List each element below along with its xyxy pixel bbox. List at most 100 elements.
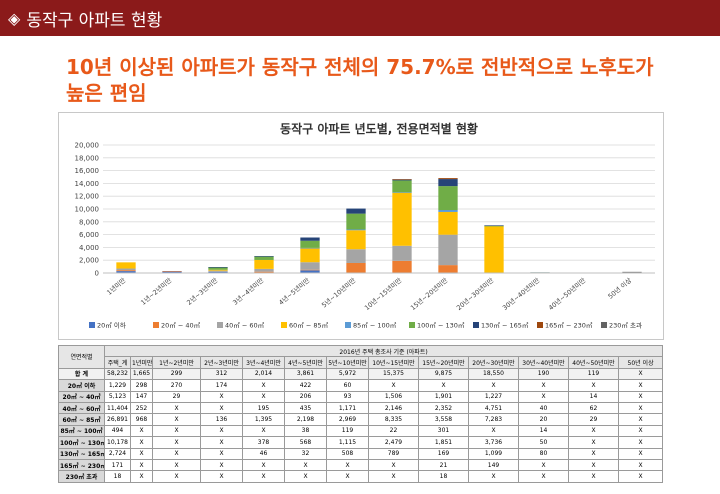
table-cell: X — [200, 401, 243, 415]
legend-swatch — [537, 322, 543, 328]
table-row: 합 계 58,232 1,665 299 312 2,014 3,861 5,972 15,37… — [58, 367, 664, 381]
table-body: 합 계 58,232 1,665 299 312 2,014 3,861 5,972 15,37… — [58, 367, 664, 483]
table-cell: 14 — [518, 424, 569, 438]
table-cell: 1,506 — [368, 390, 419, 403]
table-cell: 29 — [568, 413, 619, 426]
legend-swatch — [217, 322, 223, 328]
table-row: 100㎡ ~ 130㎡ 10,178 X X X 378 568 1,115 2,479 1,85… — [58, 436, 664, 449]
legend-swatch — [409, 322, 415, 328]
column-header: 20년~30년미만 — [468, 356, 519, 369]
table-cell: X — [152, 413, 201, 426]
bar-segment — [392, 245, 412, 261]
table-cell: X — [130, 458, 153, 472]
table-cell: X — [418, 379, 469, 392]
table-cell: 195 — [242, 401, 285, 415]
table-cell: 2,146 — [368, 401, 419, 415]
table-cell: 1,227 — [468, 390, 519, 403]
table-cell: 80 — [518, 447, 569, 460]
x-tick-label: 40년~50년미만 — [546, 276, 587, 312]
x-tick-label: 2년~3년미만 — [185, 276, 220, 307]
table-cell: 1,115 — [326, 436, 369, 449]
table-cell: X — [617, 390, 664, 403]
column-header: 40년~50년미만 — [568, 356, 619, 369]
legend-label: 20㎡ ~ 40㎡ — [161, 321, 201, 330]
table-cell: 119 — [326, 424, 369, 438]
table-cell: 11,404 — [104, 401, 131, 415]
table-cell: X — [617, 401, 664, 415]
table-cell: 2,969 — [326, 413, 369, 426]
bar-segment — [116, 262, 136, 269]
x-tick-label: 1년미만 — [105, 276, 128, 297]
x-tick-label: 50년 이상 — [606, 276, 633, 301]
table-row: 130㎡ ~ 165㎡ 2,724 X X X 46 32 508 789 169 1,099 80 X… — [58, 447, 664, 460]
legend-swatch — [473, 322, 479, 328]
x-tick-label: 20년~30년미만 — [454, 276, 495, 312]
bar-segment — [300, 262, 320, 270]
bar-segment — [208, 270, 228, 272]
bar-segment — [162, 271, 182, 272]
table-cell: 252 — [130, 401, 153, 415]
table-cell: 18 — [104, 470, 131, 483]
legend-label: 85㎡ ~ 100㎡ — [353, 321, 397, 330]
table-cell: 9,875 — [418, 367, 469, 381]
diamond-icon: ◈ — [8, 8, 21, 28]
table-cell: 1,229 — [104, 379, 131, 392]
table-cell: X — [617, 367, 664, 381]
table-cell: 18 — [418, 470, 469, 483]
table-cell: 15,375 — [368, 367, 419, 381]
table-row: 20㎡ ~ 40㎡ 5,123 147 29 X X 206 93 1,506 1,901 1,22… — [58, 390, 664, 403]
table-cell: X — [242, 379, 285, 392]
table-cell: 58,232 — [104, 367, 131, 381]
bar-segment — [254, 271, 274, 273]
y-tick-label: 4,000 — [79, 244, 99, 252]
column-header-row: 주택_계 1년미만 1년~2년미만 2년~3년미만 3년~4년미만 4년~5년미만 5년~1… — [59, 356, 664, 369]
table-cell: X — [200, 447, 243, 460]
table-cell: X — [368, 458, 419, 472]
column-header: 30년~40년미만 — [518, 356, 569, 369]
table-cell: 169 — [418, 447, 469, 460]
table-cell: 20 — [518, 413, 569, 426]
row-label: 85㎡ ~ 100㎡ — [58, 424, 105, 438]
stacked-bar-chart: 동작구 아파트 년도별, 전용면적별 현황 0 2,000 4,000 6,000 8,0… — [75, 121, 655, 330]
table-cell: X — [568, 458, 619, 472]
bar-segment — [208, 267, 228, 268]
data-table-wrap: 연면적별 2016년 주택 총조사 기준 (아파트) 주택_계 1년미만 1년~2년… — [58, 344, 664, 483]
y-tick-label: 16,000 — [75, 167, 100, 175]
table-cell: X — [468, 379, 519, 392]
table-corner-header: 연면적별 — [58, 345, 105, 369]
table-cell: 93 — [326, 390, 369, 403]
bar-segment — [116, 270, 136, 272]
table-cell: 435 — [284, 401, 327, 415]
y-tick-label: 8,000 — [79, 218, 99, 226]
bar-segment — [392, 192, 412, 246]
table-cell: X — [152, 458, 201, 472]
table-cell: X — [617, 470, 664, 483]
table-cell: X — [200, 458, 243, 472]
table-cell: 2,014 — [242, 367, 285, 381]
legend-label: 230㎡ 초과 — [609, 321, 642, 330]
table-cell: 4,751 — [468, 401, 519, 415]
bar-segment — [392, 179, 412, 181]
table-cell: 270 — [152, 379, 201, 392]
legend-swatch — [345, 322, 351, 328]
bar-segment — [438, 210, 458, 212]
bar-segment — [116, 268, 136, 271]
table-cell: 968 — [130, 413, 153, 426]
table-cell: X — [326, 470, 369, 483]
table-cell: X — [284, 458, 327, 472]
table-cell: 171 — [104, 458, 131, 472]
x-tick-label: 15년~20년미만 — [408, 276, 449, 312]
table-cell: 2,724 — [104, 447, 131, 460]
table-cell: X — [326, 458, 369, 472]
table-cell: X — [130, 424, 153, 438]
bar-segment — [392, 179, 412, 180]
table-cell: 422 — [284, 379, 327, 392]
row-label: 130㎡ ~ 165㎡ — [58, 447, 105, 460]
table-cell: X — [468, 470, 519, 483]
table-cell: X — [617, 424, 664, 438]
y-tick-label: 20,000 — [75, 142, 100, 150]
bar-segment — [300, 248, 320, 263]
row-label: 60㎡ ~ 85㎡ — [58, 413, 105, 426]
table-cell: X — [368, 379, 419, 392]
bar-segment — [392, 180, 412, 193]
